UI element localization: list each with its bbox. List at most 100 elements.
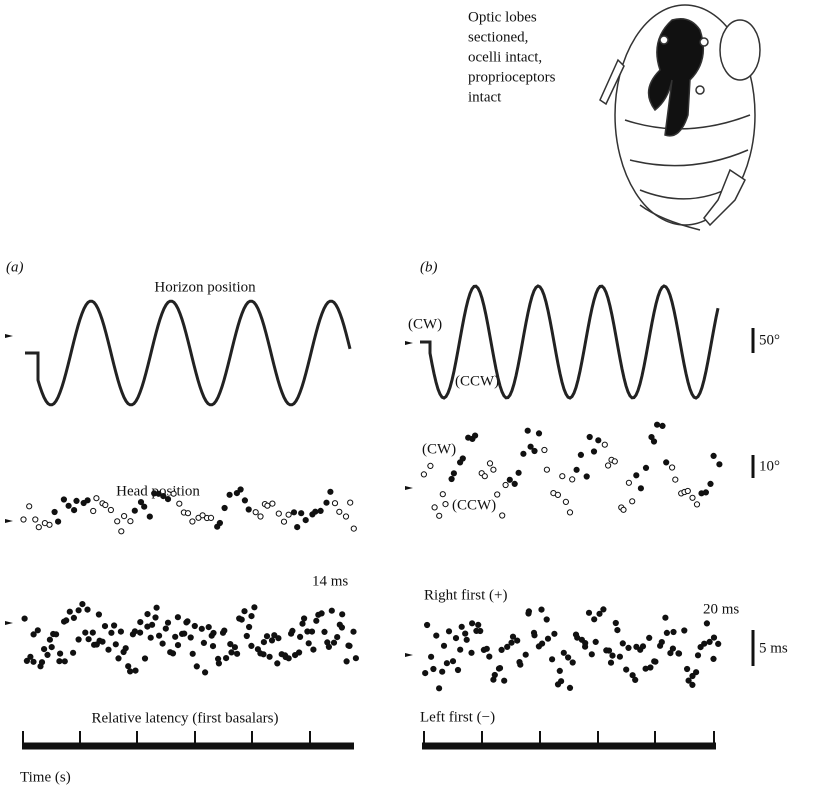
data-dot (583, 473, 590, 480)
data-dot (596, 610, 603, 617)
data-dot (566, 509, 574, 516)
data-dot (539, 640, 546, 647)
data-dot (60, 496, 68, 503)
inset-label: intact (468, 89, 502, 105)
data-dot (193, 663, 200, 670)
data-dot (176, 500, 183, 507)
data-dot (600, 606, 607, 613)
data-dot (118, 528, 125, 535)
data-dot (591, 616, 598, 623)
data-dot (481, 473, 488, 480)
data-dot (101, 623, 109, 630)
data-dot (486, 460, 494, 467)
data-dot (670, 628, 677, 636)
data-dot (38, 659, 46, 666)
baseline-marker (405, 341, 413, 345)
data-dot (562, 498, 570, 505)
data-dot (499, 512, 506, 519)
data-dot (241, 608, 248, 615)
data-dot (34, 627, 41, 634)
data-dot (702, 489, 710, 496)
panel-label: (a) (6, 259, 24, 275)
data-dot (710, 452, 717, 459)
data-dot (132, 667, 139, 674)
data-dot (285, 511, 292, 518)
data-dot (153, 604, 160, 611)
data-dot (343, 658, 350, 665)
data-dot (298, 510, 305, 517)
data-dot (685, 677, 692, 684)
data-dot (650, 438, 658, 445)
data-dot (221, 504, 228, 512)
data-dot (245, 506, 252, 513)
data-dot (646, 634, 653, 642)
data-dot (289, 627, 296, 635)
data-dot (463, 636, 470, 643)
data-dot (159, 640, 166, 647)
scale-label: 10° (759, 458, 780, 474)
data-dot (427, 462, 434, 469)
data-dot (30, 631, 37, 638)
data-dot (271, 632, 278, 639)
data-dot (63, 617, 70, 624)
data-dot (632, 676, 639, 684)
data-dot (706, 638, 713, 646)
trace-title: Horizon position (154, 279, 256, 295)
data-dot (582, 640, 589, 647)
data-dot (107, 506, 115, 514)
data-dot (323, 499, 330, 506)
data-dot (275, 635, 282, 642)
data-dot (35, 524, 42, 531)
data-dot (260, 639, 267, 646)
data-dot (707, 480, 714, 487)
data-dot (330, 639, 338, 646)
data-dot (264, 502, 271, 509)
data-dot (127, 518, 134, 525)
data-dot (334, 634, 341, 641)
data-dot (172, 633, 179, 640)
data-dot (48, 644, 55, 651)
data-dot (53, 631, 60, 638)
data-dot (616, 653, 624, 660)
data-dot (693, 669, 700, 676)
data-dot (658, 639, 665, 646)
data-dot (448, 475, 455, 483)
inset-label: Optic lobes (468, 9, 537, 25)
data-dot (248, 613, 255, 620)
data-dot (498, 646, 505, 654)
direction-label: (CW) (408, 316, 442, 332)
data-dot (551, 630, 558, 637)
data-dot (684, 665, 691, 673)
data-dot (221, 627, 228, 634)
data-dot (633, 472, 640, 479)
data-dot (263, 633, 271, 640)
data-dot (189, 650, 196, 657)
data-dot (701, 640, 708, 647)
data-dot (237, 486, 244, 493)
data-dot (215, 660, 222, 667)
data-dot (191, 622, 198, 630)
data-dot (46, 636, 54, 643)
data-dot (121, 513, 128, 520)
data-dot (586, 433, 593, 441)
data-dot (506, 476, 513, 483)
data-dot (501, 677, 508, 684)
data-dot (569, 659, 576, 666)
data-dot (302, 517, 309, 524)
inset-label: proprioceptors (468, 69, 556, 85)
data-dot (75, 607, 82, 614)
data-dot (509, 633, 517, 640)
data-dot (524, 427, 531, 434)
data-dot (654, 421, 661, 428)
data-dot (681, 627, 688, 634)
data-dot (541, 446, 548, 454)
data-dot (663, 629, 671, 637)
data-dot (693, 501, 701, 508)
data-dot (504, 643, 511, 651)
data-dot (454, 666, 462, 674)
data-dot (619, 640, 626, 647)
data-dot (321, 628, 328, 636)
data-dot (70, 649, 77, 656)
data-dot (452, 635, 460, 642)
data-dot (137, 619, 144, 626)
